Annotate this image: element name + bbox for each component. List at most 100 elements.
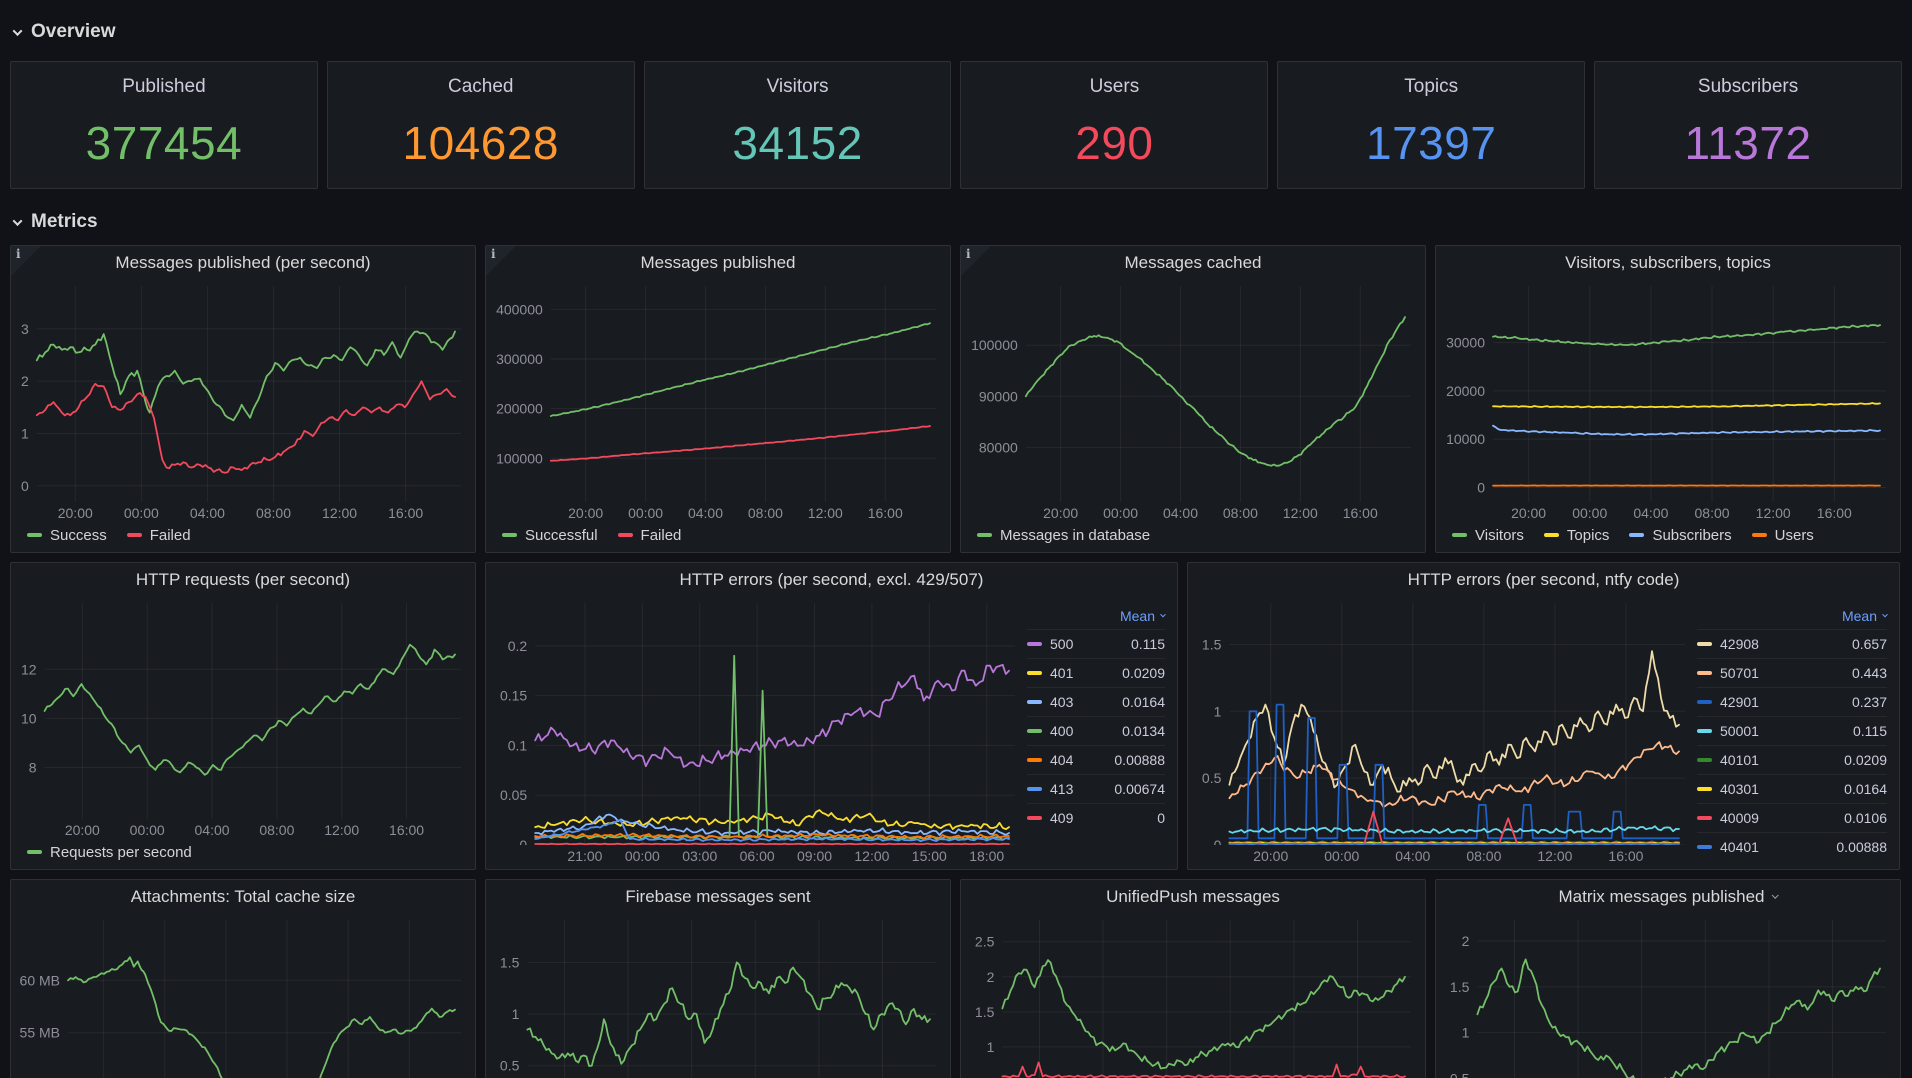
chart-canvas[interactable]: 0.5 1 1.5 <box>492 914 938 1078</box>
chart-canvas[interactable]: 0 10000 20000 30000 <box>1442 280 1888 502</box>
legend-swatch <box>1697 787 1712 791</box>
legend-item[interactable]: Successful <box>502 527 598 544</box>
y-tick-label: 1 <box>987 1039 995 1055</box>
x-tick-label: 12:00 <box>1282 505 1318 521</box>
legend-label: Visitors <box>1475 526 1524 544</box>
chart-canvas[interactable]: 8 10 12 <box>17 597 463 819</box>
info-icon[interactable] <box>11 246 41 276</box>
chart-canvas[interactable]: 0.5 1 1.5 2 <box>1442 914 1888 1078</box>
legend-item[interactable]: 42908 0.657 <box>1697 629 1887 658</box>
legend-item[interactable]: 400 0.0134 <box>1027 716 1165 745</box>
legend-item[interactable]: Requests per second <box>27 844 192 861</box>
legend-swatch <box>1697 700 1712 704</box>
series-line-Successful <box>549 322 931 418</box>
section-metrics-header[interactable]: Metrics <box>12 210 1898 234</box>
legend-item[interactable]: 40301 0.0164 <box>1697 774 1887 803</box>
legend-mean-value: 0.0106 <box>1844 810 1887 826</box>
y-tick-label: 1 <box>1462 1025 1470 1041</box>
legend-swatch <box>27 533 42 537</box>
legend-mean-value: 0.443 <box>1851 665 1887 681</box>
legend-item[interactable]: Failed <box>617 527 681 544</box>
chart-canvas[interactable]: 100000 200000 300000 400000 <box>492 280 938 502</box>
legend-label: Subscribers <box>1652 526 1732 544</box>
legend-swatch <box>977 533 992 537</box>
y-tick-label: 2 <box>1462 933 1470 949</box>
stat-panel-visitors: Visitors 34152 <box>643 61 952 189</box>
series-line-500 <box>534 663 1010 768</box>
panel-unifiedpush-messages: UnifiedPush messages 1 1.5 2 2.5 <box>960 879 1426 1078</box>
legend-item[interactable]: 40101 0.0209 <box>1697 745 1887 774</box>
series-line-published <box>1476 958 1881 1078</box>
legend-mean-value: 0.00674 <box>1114 781 1165 797</box>
legend-mean-sort[interactable]: Mean <box>1697 603 1888 629</box>
stat-label: Visitors <box>766 76 829 97</box>
legend-swatch <box>1697 758 1712 762</box>
chart-canvas[interactable]: 1 1.5 2 2.5 <box>967 914 1413 1078</box>
panel-title[interactable]: Matrix messages published <box>1558 887 1765 906</box>
legend-item[interactable]: 401 0.0209 <box>1027 658 1165 687</box>
legend-mean-sort[interactable]: Mean <box>1027 603 1166 629</box>
x-tick-label: 16:00 <box>389 822 425 838</box>
info-icon[interactable] <box>961 246 991 276</box>
legend-item[interactable]: Success <box>27 527 107 544</box>
panel-messages-published-rate: Messages published (per second) 0 1 2 3 20:… <box>10 245 476 553</box>
section-title: Overview <box>31 21 116 42</box>
x-tick-label: 16:00 <box>1816 505 1852 521</box>
x-tick-label: 00:00 <box>624 848 660 864</box>
series-line-Subscribers <box>1492 424 1881 436</box>
legend-mean-label: Mean <box>1119 608 1155 624</box>
legend-item[interactable]: 40009 0.0106 <box>1697 803 1887 832</box>
legend-item[interactable]: 404 0.00888 <box>1027 745 1165 774</box>
stat-value: 104628 <box>402 117 559 169</box>
series-line-Failed <box>549 425 931 462</box>
y-tick-label: 1 <box>1214 703 1222 719</box>
legend-item[interactable]: 500 0.115 <box>1027 629 1165 658</box>
panel-title[interactable]: Messages published <box>640 253 796 272</box>
legend-item[interactable]: Topics <box>1543 527 1609 544</box>
x-tick-label: 00:00 <box>1572 505 1608 521</box>
legend-item[interactable]: 40401 0.00888 <box>1697 832 1887 861</box>
y-tick-label: 0.1 <box>508 737 528 753</box>
chart-canvas[interactable]: 55 MB 60 MB <box>17 914 463 1078</box>
legend-item[interactable]: 409 0 <box>1027 803 1165 832</box>
stat-panel-users: Users 290 <box>960 61 1269 189</box>
chart-canvas[interactable]: 0 0.05 0.1 0.15 0.2 <box>492 597 1017 845</box>
legend-item[interactable]: 50001 0.115 <box>1697 716 1887 745</box>
chart-canvas[interactable]: 0 1 2 3 <box>17 280 463 502</box>
legend-item[interactable]: Visitors <box>1452 527 1524 544</box>
legend-label: 40301 <box>1720 781 1759 797</box>
chart-canvas[interactable]: 0 0.5 1 1.5 <box>1194 597 1687 845</box>
chevron-down-icon[interactable] <box>1772 891 1780 899</box>
info-icon[interactable] <box>486 246 516 276</box>
panel-title[interactable]: Messages published (per second) <box>115 253 371 272</box>
legend-swatch <box>27 850 42 854</box>
legend-label: Successful <box>525 526 598 544</box>
legend-item[interactable]: Users <box>1751 527 1814 544</box>
legend-item[interactable]: Failed <box>126 527 191 544</box>
legend-swatch <box>1697 816 1712 820</box>
chart-canvas[interactable]: 80000 90000 100000 <box>967 280 1413 502</box>
legend-item[interactable]: 413 0.00674 <box>1027 774 1165 803</box>
legend-label: 50001 <box>1720 723 1759 739</box>
legend-item[interactable]: 50701 0.443 <box>1697 658 1887 687</box>
panel-title[interactable]: Visitors, subscribers, topics <box>1565 253 1771 272</box>
panel-title[interactable]: HTTP errors (per second, ntfy code) <box>1407 570 1680 589</box>
y-tick-label: 0.05 <box>500 787 527 803</box>
series-line-40401 <box>1228 842 1680 845</box>
legend-item[interactable]: 403 0.0164 <box>1027 687 1165 716</box>
legend-item[interactable]: Messages in database <box>977 527 1150 544</box>
section-overview-header[interactable]: Overview <box>12 20 1898 44</box>
series-line-50701 <box>1228 741 1680 809</box>
panel-title[interactable]: Firebase messages sent <box>625 887 811 906</box>
panel-title[interactable]: Attachments: Total cache size <box>130 887 356 906</box>
panel-title[interactable]: HTTP requests (per second) <box>135 570 351 589</box>
legend-mean-value: 0.00888 <box>1836 839 1887 855</box>
legend-swatch <box>1697 642 1712 646</box>
legend-item[interactable]: 42901 0.237 <box>1697 687 1887 716</box>
panel-title[interactable]: HTTP errors (per second, excl. 429/507) <box>679 570 984 589</box>
panel-title[interactable]: Messages cached <box>1124 253 1262 272</box>
x-axis: 20:00 00:00 04:00 08:00 12:00 16:00 <box>17 502 463 522</box>
panel-title[interactable]: UnifiedPush messages <box>1106 887 1280 906</box>
legend-item[interactable]: Subscribers <box>1629 526 1732 544</box>
stat-panel-topics: Topics 17397 <box>1277 61 1586 189</box>
